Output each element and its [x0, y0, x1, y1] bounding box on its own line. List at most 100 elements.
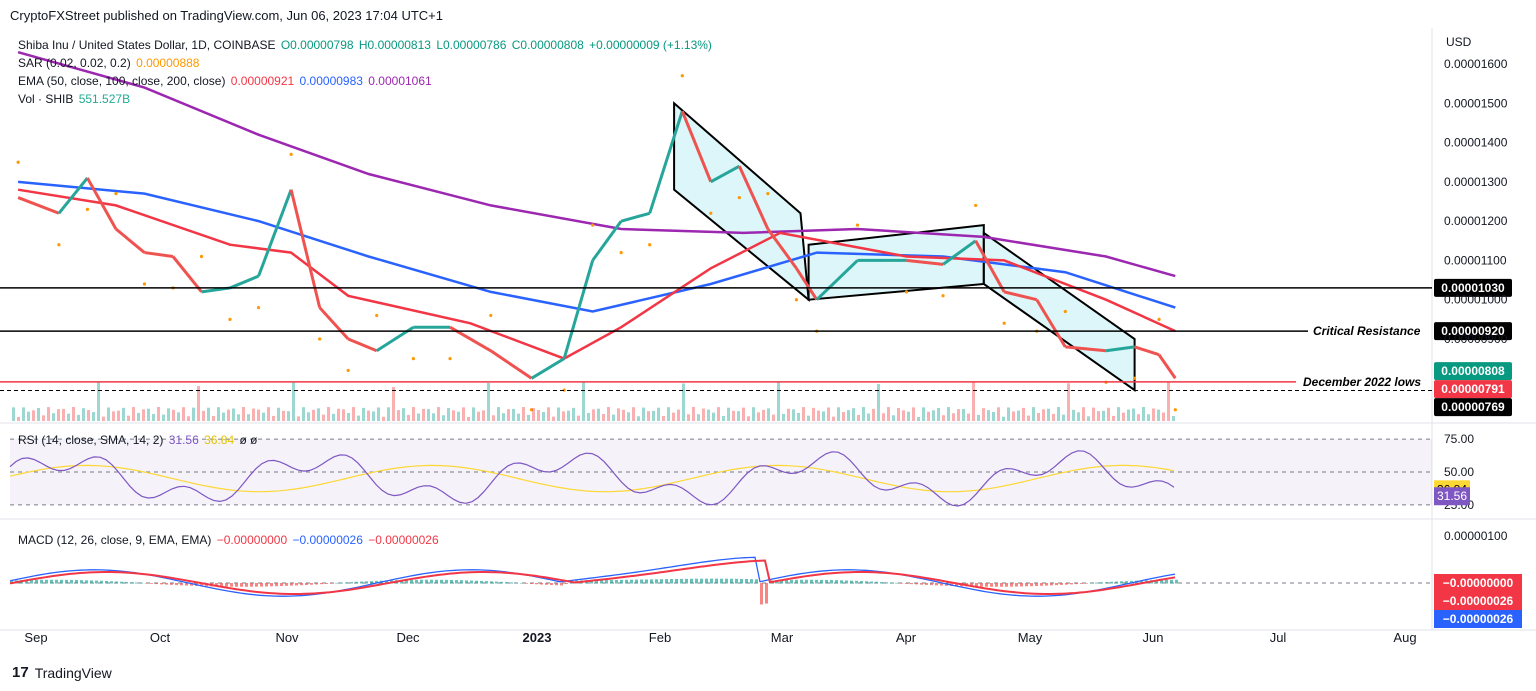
- macd-histogram-bar: [860, 581, 863, 584]
- volume-bar: [572, 407, 575, 421]
- volume-bar: [947, 407, 950, 421]
- macd-histogram-bar: [550, 583, 553, 585]
- legend-high: H0.00000813: [358, 38, 431, 52]
- macd-histogram-bar: [75, 580, 78, 584]
- volume-bar: [997, 407, 1000, 421]
- sar-dot: [1132, 376, 1137, 380]
- legend-ema-label[interactable]: EMA (50, close, 100, close, 200, close): [18, 74, 226, 88]
- volume-bar: [582, 382, 585, 421]
- sar-dot: [974, 203, 978, 208]
- volume-bar: [542, 412, 545, 421]
- price-segment: [1105, 345, 1135, 353]
- sar-dot: [228, 317, 232, 321]
- volume-bar: [852, 408, 855, 421]
- volume-bar: [1067, 383, 1070, 421]
- macd-histogram-bar: [50, 579, 53, 584]
- badge-critical: 0.00000920: [1441, 324, 1505, 338]
- volume-bar: [47, 407, 50, 421]
- volume-bar: [527, 414, 530, 421]
- macd-histogram-bar: [715, 578, 718, 584]
- macd-histogram-bar: [740, 578, 743, 584]
- volume-bar: [557, 407, 560, 421]
- volume-bar: [307, 412, 310, 421]
- sar-dot: [591, 223, 595, 227]
- volume-bar: [352, 407, 355, 421]
- price-segment: [1003, 290, 1038, 302]
- price-segment: [489, 349, 533, 380]
- macd-histogram-bar: [215, 583, 218, 587]
- macd-histogram-bar: [340, 582, 343, 584]
- volume-bar: [32, 410, 35, 421]
- price-segment: [562, 260, 595, 360]
- volume-bar: [1107, 407, 1110, 421]
- volume-bar: [17, 416, 20, 421]
- volume-bar: [577, 415, 580, 421]
- macd-histogram-bar: [495, 581, 498, 584]
- macd-histogram-bar: [250, 583, 253, 587]
- macd-histogram-bar: [690, 578, 693, 584]
- volume-bar: [177, 412, 180, 421]
- time-label: Nov: [275, 630, 299, 645]
- volume-bar: [887, 407, 890, 421]
- volume-bar: [1127, 409, 1130, 421]
- tradingview-logo-icon[interactable]: 17: [12, 664, 29, 681]
- macd-histogram-bar: [735, 578, 738, 584]
- volume-bar: [62, 408, 65, 421]
- macd-histogram-bar: [225, 583, 228, 587]
- volume-bar: [117, 410, 120, 421]
- ema100-line: [17, 180, 1176, 313]
- macd-histogram-bar: [465, 580, 468, 584]
- volume-bar: [812, 407, 815, 421]
- macd-histogram-bar: [720, 578, 723, 584]
- legend-macd-label[interactable]: MACD (12, 26, close, 9, EMA, EMA): [18, 533, 212, 547]
- macd-histogram-bar: [640, 579, 643, 584]
- volume-bar: [297, 416, 300, 421]
- volume-bar: [962, 408, 965, 421]
- volume-bar: [112, 411, 115, 421]
- macd-histogram-bar: [60, 579, 63, 584]
- sar-dot: [709, 211, 713, 215]
- time-label: Sep: [24, 630, 47, 645]
- volume-bar: [512, 408, 515, 421]
- axes: Sep Oct Nov Dec 2023 Feb Mar Apr May Jun Jul Aug USD…: [24, 35, 1507, 645]
- macd-histogram-bar: [625, 579, 628, 584]
- legend-symbol[interactable]: Shiba Inu / United States Dollar, 1D, CO…: [18, 38, 276, 52]
- macd-signal-line: [9, 559, 1176, 595]
- volume-bar: [972, 382, 975, 421]
- macd-histogram-bar: [705, 578, 708, 584]
- macd-histogram-bar: [610, 580, 613, 584]
- tradingview-brand[interactable]: TradingView: [34, 664, 112, 681]
- macd-histogram-bar: [100, 580, 103, 584]
- volume-bar: [87, 410, 90, 421]
- volume-bar: [107, 407, 110, 421]
- volume-bar: [232, 408, 235, 421]
- price-segment: [86, 177, 118, 230]
- macd-pane: 0.00000100 −0.00000000 −0.00000026 −0.00000…: [9, 529, 1522, 628]
- volume-bar: [287, 411, 290, 421]
- legend-sar-label[interactable]: SAR (0.02, 0.02, 0.2): [18, 56, 131, 70]
- time-label: May: [1018, 630, 1043, 645]
- legend-rsi-label[interactable]: RSI (14, close, SMA, 14, 2): [18, 433, 164, 447]
- volume-bar: [932, 410, 935, 421]
- price-segment: [1157, 353, 1177, 380]
- macd-histogram-bar: [425, 579, 428, 584]
- macd-histogram-bar: [805, 579, 808, 584]
- time-label: Oct: [150, 630, 171, 645]
- price-tick: 0.00001300: [1444, 175, 1508, 189]
- price-segment: [680, 110, 713, 183]
- volume-bar: [632, 407, 635, 421]
- macd-histogram-bar: [795, 579, 798, 584]
- macd-tick: 0.00000100: [1444, 529, 1508, 543]
- macd-histogram-bar: [545, 583, 548, 585]
- volume-bar: [532, 408, 535, 421]
- sar-dot: [448, 357, 452, 361]
- legend-vol-label[interactable]: Vol · SHIB: [18, 92, 74, 106]
- macd-histogram-bar: [25, 580, 28, 584]
- macd-histogram-bar: [435, 579, 438, 584]
- volume-bar: [312, 409, 315, 421]
- tradingview-chart[interactable]: Critical Resistance December 2022 lows 0.0…: [0, 28, 1536, 658]
- volume-bar: [907, 411, 910, 421]
- volume-bar: [677, 409, 680, 421]
- volume-bar: [902, 410, 905, 421]
- volume-bar: [147, 408, 150, 421]
